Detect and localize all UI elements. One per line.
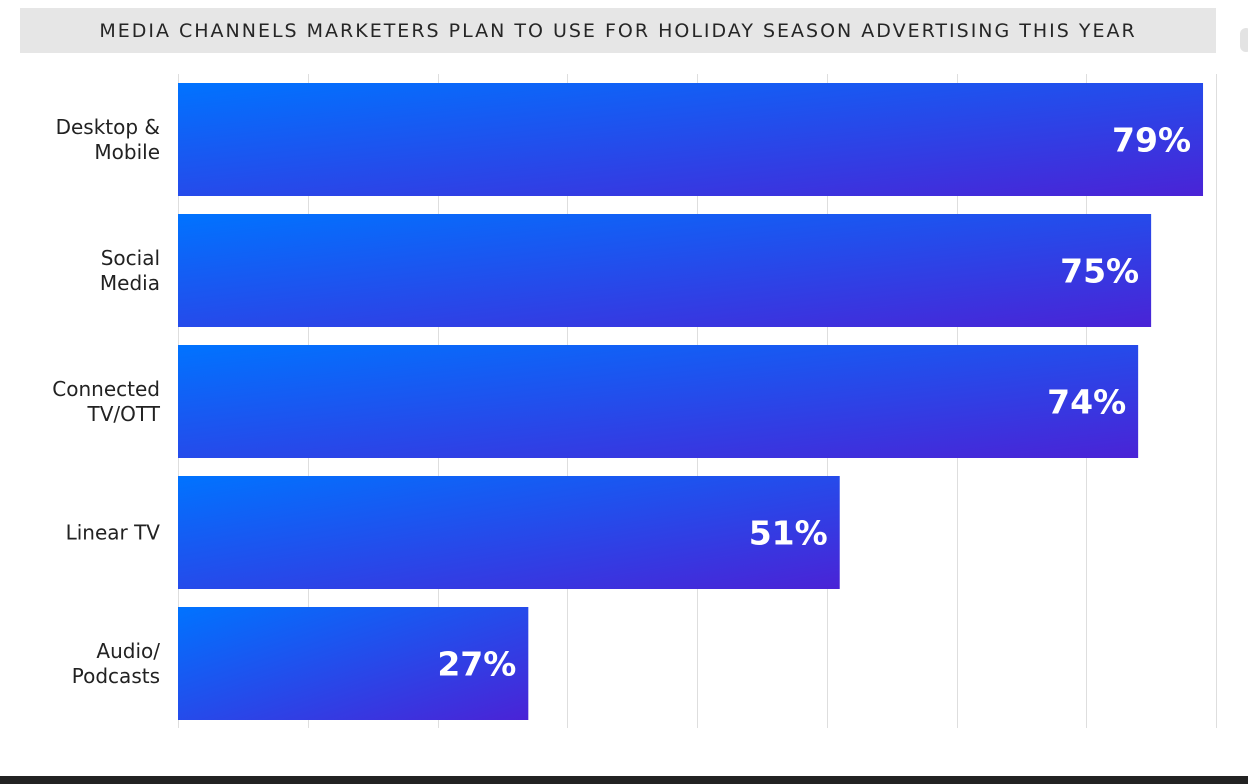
- bar-value-label: 51%: [749, 514, 828, 553]
- category-label: Linear TV: [66, 521, 161, 545]
- category-label: Audio/Podcasts: [72, 639, 160, 688]
- bars: [178, 83, 1204, 720]
- bar-value-label: 75%: [1060, 252, 1139, 291]
- bar-value-label: 74%: [1047, 383, 1126, 422]
- bar: [178, 476, 840, 589]
- scroll-edge-indicator: [1240, 28, 1248, 52]
- chart-title: MEDIA CHANNELS MARKETERS PLAN TO USE FOR…: [99, 19, 1137, 42]
- bar: [178, 607, 529, 720]
- bar: [178, 83, 1204, 196]
- chart-title-bar: MEDIA CHANNELS MARKETERS PLAN TO USE FOR…: [20, 8, 1216, 53]
- category-labels: 79% Desktop & Mobile 75% Social Media 74% Conne…: [52, 115, 1191, 688]
- category-label: Social Media: [100, 246, 160, 295]
- category-label: Connected TV/OTT: [52, 377, 160, 426]
- bar-value-label: 27%: [437, 645, 516, 684]
- bar-value-label: 79%: [1112, 121, 1191, 160]
- category-label: Desktop & Mobile: [56, 115, 160, 164]
- bar: [178, 214, 1152, 327]
- bar: [178, 345, 1139, 458]
- footer-strip: [0, 776, 1248, 784]
